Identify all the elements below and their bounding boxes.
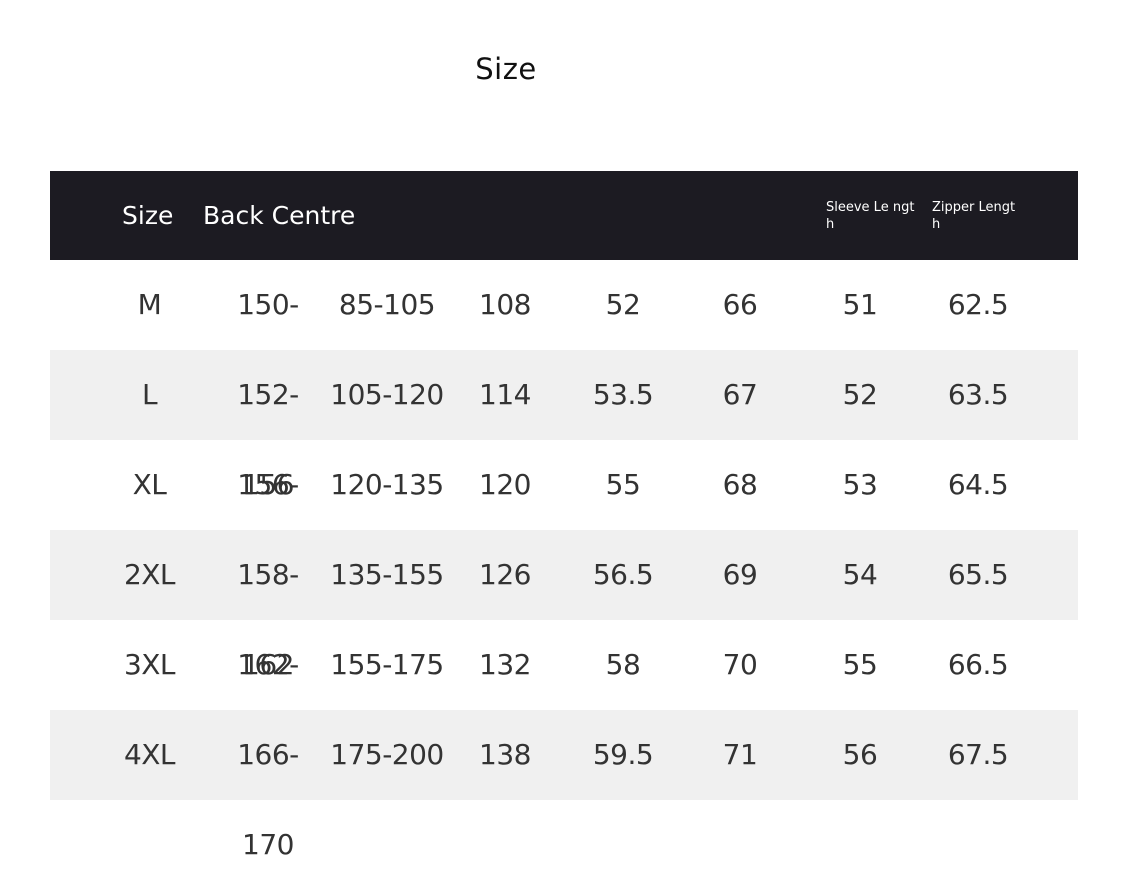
cell-value: 175-200 — [330, 738, 444, 771]
cell-size: L — [141, 378, 158, 411]
cell-value: 55 — [605, 468, 641, 501]
cell-zipper-length: 66.5 — [947, 648, 1009, 681]
table-row: 2XL 158-162 135-155 126 56.5 69 54 65.5 — [50, 530, 1078, 681]
cell-sleeve-length: 54 — [842, 558, 878, 591]
cell-value: 66 — [722, 288, 758, 321]
size-table: Size Back Centre Sleeve Le ngth Zipper L… — [50, 171, 1078, 861]
cell-value: 135-155 — [330, 558, 444, 591]
cell-size: 3XL — [123, 648, 176, 681]
cell-back-centre: 156-158 — [237, 468, 299, 591]
cell-value: 59.5 — [592, 738, 654, 771]
header-size: Size — [122, 201, 174, 230]
cell-value: 67 — [722, 378, 758, 411]
cell-value: 114 — [479, 378, 531, 411]
cell-back-centre: 162-166 — [237, 648, 299, 771]
table-row: XL 156-158 120-135 120 55 68 53 64.5 — [50, 440, 1078, 591]
header-zipper-length: Zipper Lengt h — [932, 199, 1016, 232]
table-row: 4XL 166-170 175-200 138 59.5 71 56 67.5 — [50, 710, 1078, 861]
cell-sleeve-length: 55 — [842, 648, 878, 681]
cell-value: 120-135 — [330, 468, 444, 501]
cell-value: 56.5 — [592, 558, 654, 591]
cell-value: 71 — [722, 738, 758, 771]
cell-value: 58 — [605, 648, 641, 681]
cell-back-centre: 158-162 — [237, 558, 299, 681]
cell-back-centre: 150-152 — [237, 288, 299, 411]
cell-sleeve-length: 52 — [842, 378, 878, 411]
cell-value: 105-120 — [330, 378, 444, 411]
cell-value: 85-105 — [338, 288, 436, 321]
cell-back-centre: 152-156 — [237, 378, 299, 501]
cell-back-centre: 166-170 — [237, 738, 299, 861]
cell-zipper-length: 64.5 — [947, 468, 1009, 501]
cell-size: 4XL — [123, 738, 176, 771]
header-sleeve-length: Sleeve Le ngth — [826, 199, 915, 232]
cell-size: 2XL — [123, 558, 176, 591]
cell-value: 69 — [722, 558, 758, 591]
cell-size: XL — [132, 468, 167, 501]
cell-value: 126 — [479, 558, 531, 591]
cell-sleeve-length: 51 — [842, 288, 878, 321]
header-back-centre: Back Centre — [203, 201, 356, 230]
cell-zipper-length: 63.5 — [947, 378, 1009, 411]
page-title: Size — [475, 52, 537, 86]
cell-value: 138 — [479, 738, 531, 771]
table-row: L 152-156 105-120 114 53.5 67 52 63.5 — [50, 350, 1078, 501]
cell-value: 155-175 — [330, 648, 444, 681]
cell-value: 108 — [479, 288, 531, 321]
cell-value: 70 — [722, 648, 758, 681]
cell-value: 68 — [722, 468, 758, 501]
cell-value: 52 — [605, 288, 641, 321]
cell-sleeve-length: 53 — [842, 468, 878, 501]
table-row: M 150-152 85-105 108 52 66 51 62.5 — [50, 260, 1078, 411]
cell-zipper-length: 67.5 — [947, 738, 1009, 771]
cell-zipper-length: 65.5 — [947, 558, 1009, 591]
table-row: 3XL 162-166 155-175 132 58 70 55 66.5 — [50, 620, 1078, 771]
cell-sleeve-length: 56 — [842, 738, 878, 771]
cell-size: M — [137, 288, 162, 321]
cell-value: 132 — [479, 648, 531, 681]
cell-value: 53.5 — [592, 378, 654, 411]
cell-zipper-length: 62.5 — [947, 288, 1009, 321]
table-header: Size Back Centre Sleeve Le ngth Zipper L… — [50, 171, 1078, 260]
cell-value: 120 — [479, 468, 531, 501]
